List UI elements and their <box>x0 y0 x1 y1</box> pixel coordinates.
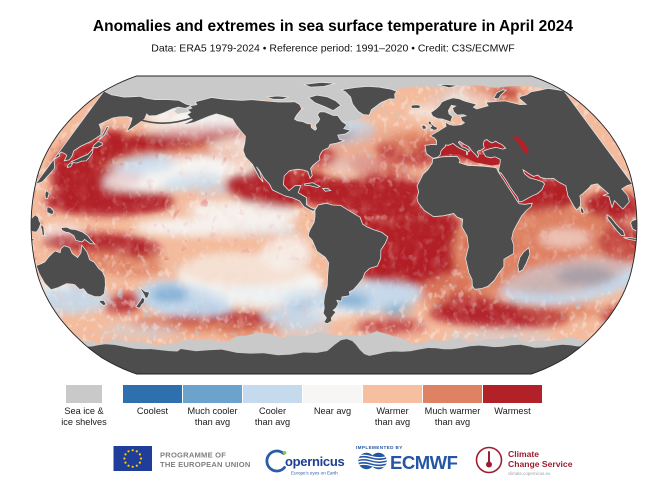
svg-text:than avg: than avg <box>255 417 290 427</box>
svg-text:Change Service: Change Service <box>508 459 573 469</box>
svg-text:than avg: than avg <box>435 417 470 427</box>
svg-text:Data: ERA5 1979-2024 • Referen: Data: ERA5 1979-2024 • Reference period:… <box>151 43 514 55</box>
svg-text:IMPLEMENTED BY: IMPLEMENTED BY <box>356 445 403 450</box>
svg-text:Coolest: Coolest <box>137 406 169 416</box>
svg-text:Sea ice &: Sea ice & <box>64 406 103 416</box>
svg-text:Much cooler: Much cooler <box>187 406 237 416</box>
svg-text:than avg: than avg <box>195 417 230 427</box>
svg-text:THE EUROPEAN UNION: THE EUROPEAN UNION <box>160 460 251 469</box>
svg-text:Climate: Climate <box>508 449 539 459</box>
svg-text:Europe’s eyes on Earth: Europe’s eyes on Earth <box>291 471 338 476</box>
svg-text:Cooler: Cooler <box>259 406 286 416</box>
svg-text:Much warmer: Much warmer <box>425 406 481 416</box>
svg-text:ice shelves: ice shelves <box>61 417 107 427</box>
svg-text:Anomalies and extremes in sea: Anomalies and extremes in sea surface te… <box>93 18 574 35</box>
svg-text:Warmest: Warmest <box>494 406 531 416</box>
svg-text:PROGRAMME OF: PROGRAMME OF <box>160 451 226 460</box>
svg-text:Warmer: Warmer <box>376 406 408 416</box>
svg-text:than avg: than avg <box>375 417 410 427</box>
svg-text:opernicus: opernicus <box>285 454 344 469</box>
svg-text:climate.copernicus.eu: climate.copernicus.eu <box>508 471 551 476</box>
svg-text:ECMWF: ECMWF <box>390 452 458 473</box>
svg-text:Near avg: Near avg <box>314 406 351 416</box>
